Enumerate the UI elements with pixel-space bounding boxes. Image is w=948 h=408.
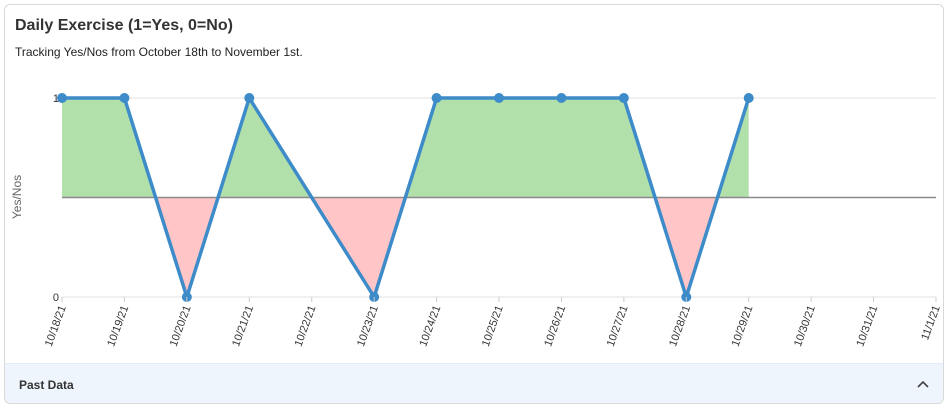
data-point-6	[431, 93, 442, 103]
y-axis-label: Yes/Nos	[10, 175, 24, 219]
x-tick-label-9: 10/27/21	[605, 304, 631, 348]
chart-title: Daily Exercise (1=Yes, 0=No)	[15, 17, 233, 34]
x-tick-label-10: 10/28/21	[667, 304, 693, 348]
area-below-baseline	[155, 197, 718, 297]
chart-card: Daily Exercise (1=Yes, 0=No) Tracking Ye…	[4, 4, 944, 404]
area-layer	[62, 98, 936, 297]
x-tick-label-8: 10/26/21	[542, 304, 568, 348]
x-tick-label-5: 10/23/21	[355, 304, 381, 348]
exercise-chart: 0 1 10/18/21 10/19/21 10/20/21 10/21/21 10/22/…	[10, 93, 943, 348]
x-tick-label-11: 10/29/21	[730, 304, 756, 348]
x-tick-label-6: 10/24/21	[417, 304, 443, 348]
area-above-baseline	[62, 98, 749, 198]
data-point-7	[494, 93, 504, 103]
data-point-1	[119, 93, 130, 103]
x-tick-label-13: 10/31/21	[854, 304, 880, 348]
past-data-label: Past Data	[19, 378, 74, 392]
x-tick-label-2: 10/20/21	[168, 304, 194, 348]
data-point-3	[244, 93, 255, 103]
data-point-9	[618, 93, 629, 103]
x-tick-label-7: 10/25/21	[480, 304, 506, 348]
data-point-0	[57, 93, 67, 103]
chart-subtitle: Tracking Yes/Nos from October 18th to No…	[15, 45, 303, 59]
data-point-8	[556, 93, 567, 103]
x-tick-label-3: 10/21/21	[230, 304, 256, 348]
x-tick-label-0: 10/18/21	[43, 304, 69, 348]
x-tick-label-14: 11/1/21	[919, 304, 943, 342]
past-data-panel-header[interactable]: Past Data	[5, 363, 943, 403]
data-point-11	[743, 93, 754, 103]
x-tick-label-4: 10/22/21	[293, 304, 319, 348]
x-tick-label-1: 10/19/21	[105, 304, 131, 348]
y-tick-label-1: 1	[53, 93, 59, 105]
x-tick-label-12: 10/30/21	[792, 304, 818, 348]
y-tick-label-0: 0	[53, 292, 59, 304]
point-layer	[57, 93, 754, 302]
chevron-up-icon[interactable]	[917, 379, 929, 389]
